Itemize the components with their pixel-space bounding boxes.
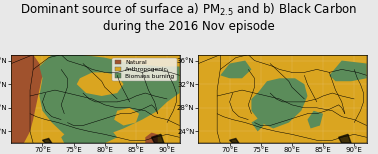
Polygon shape [251, 78, 307, 128]
Text: Dominant source of surface a) PM$_{2.5}$ and b) Black Carbon
during the 2016 Nov: Dominant source of surface a) PM$_{2.5}$… [20, 2, 358, 33]
Polygon shape [61, 123, 117, 143]
Polygon shape [39, 55, 180, 140]
Polygon shape [145, 133, 158, 143]
Polygon shape [251, 117, 264, 131]
Polygon shape [114, 108, 139, 126]
Polygon shape [42, 138, 52, 143]
Polygon shape [220, 61, 251, 78]
Legend: Natural, Anthropogenic, Biomass burning: Natural, Anthropogenic, Biomass burning [112, 58, 177, 81]
Polygon shape [152, 134, 164, 143]
Polygon shape [77, 72, 124, 96]
Polygon shape [229, 138, 239, 143]
Polygon shape [339, 134, 351, 143]
Polygon shape [329, 61, 367, 81]
Polygon shape [11, 55, 42, 143]
Polygon shape [307, 111, 323, 128]
